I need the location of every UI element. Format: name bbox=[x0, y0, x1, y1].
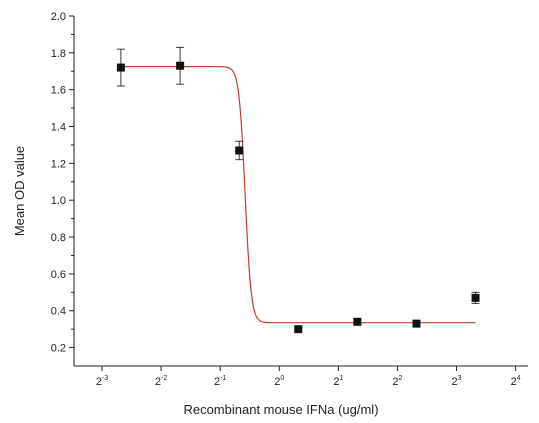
x-tick-base: 2 bbox=[155, 376, 161, 388]
data-point-marker bbox=[235, 146, 244, 155]
x-axis-ticks: 2-3 2-2 2-1 20 21 22 23 24 bbox=[96, 366, 521, 388]
y-tick-label: 1.4 bbox=[51, 122, 66, 134]
y-axis-title: Mean OD value bbox=[12, 146, 27, 236]
x-tick-exponent: -1 bbox=[220, 375, 226, 382]
data-points bbox=[116, 61, 480, 334]
data-point-marker bbox=[471, 293, 480, 302]
data-point-marker bbox=[353, 317, 362, 326]
x-tick-label: 23 bbox=[452, 375, 462, 388]
x-tick-base: 2 bbox=[274, 376, 280, 388]
x-tick-label: 2-1 bbox=[214, 375, 226, 388]
data-point-marker bbox=[412, 319, 421, 328]
x-tick-exponent: 0 bbox=[280, 375, 284, 382]
x-tick-base: 2 bbox=[511, 376, 517, 388]
x-tick-exponent: -3 bbox=[102, 375, 108, 382]
x-tick-exponent: 1 bbox=[339, 375, 343, 382]
x-axis-title: Recombinant mouse IFNa (ug/ml) bbox=[183, 402, 378, 417]
x-tick-label: 21 bbox=[333, 375, 343, 388]
y-tick-label: 0.4 bbox=[51, 306, 66, 318]
y-tick-label: 0.2 bbox=[51, 343, 66, 355]
x-tick-base: 2 bbox=[392, 376, 398, 388]
x-tick-exponent: 3 bbox=[458, 375, 462, 382]
data-point-marker bbox=[176, 61, 185, 70]
x-tick-base: 2 bbox=[452, 376, 458, 388]
x-tick-base: 2 bbox=[333, 376, 339, 388]
x-tick-exponent: 4 bbox=[517, 375, 521, 382]
y-axis-ticks: 0.2 0.4 0.6 0.8 1.0 1.2 1.4 1.6 1.8 2.0 bbox=[51, 11, 74, 355]
x-tick-label: 20 bbox=[274, 375, 284, 388]
x-tick-label: 2-2 bbox=[155, 375, 167, 388]
x-tick-label: 24 bbox=[511, 375, 521, 388]
y-tick-label: 1.8 bbox=[51, 48, 66, 60]
x-tick-base: 2 bbox=[214, 376, 220, 388]
y-tick-label: 2.0 bbox=[51, 11, 66, 23]
x-tick-label: 22 bbox=[392, 375, 402, 388]
x-tick-base: 2 bbox=[96, 376, 102, 388]
x-tick-label: 2-3 bbox=[96, 375, 108, 388]
data-point-marker bbox=[294, 325, 303, 334]
y-tick-label: 1.2 bbox=[51, 158, 66, 170]
data-point-marker bbox=[116, 63, 125, 72]
axes bbox=[73, 16, 528, 367]
y-tick-label: 0.6 bbox=[51, 269, 66, 281]
y-tick-label: 0.8 bbox=[51, 232, 66, 244]
x-tick-exponent: 2 bbox=[399, 375, 403, 382]
error-bars bbox=[116, 46, 480, 332]
y-tick-label: 1.0 bbox=[51, 195, 66, 207]
y-tick-label: 1.6 bbox=[51, 85, 66, 97]
x-tick-exponent: -2 bbox=[161, 375, 167, 382]
fit-curve bbox=[120, 66, 476, 324]
